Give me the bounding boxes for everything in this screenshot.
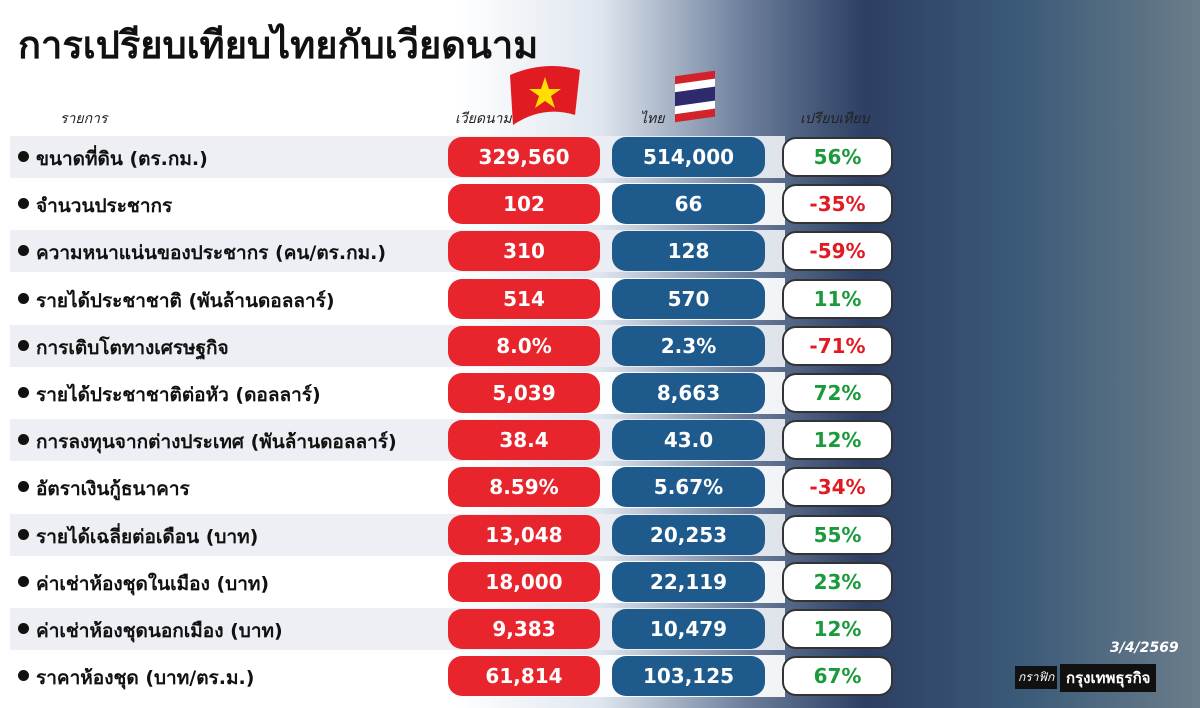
row-label: ราคาห้องชุด (บาท/ตร.ม.) [36, 667, 255, 690]
row-label: รายได้เฉลี่ยต่อเดือน (บาท) [36, 525, 259, 548]
compare-value: 55% [782, 514, 893, 555]
compare-value: 12% [782, 420, 893, 461]
thai-value: 8,663 [612, 373, 765, 413]
vietnam-value: 102 [448, 184, 600, 225]
compare-value: -34% [782, 467, 893, 508]
col-header: เปรียบเทียบ [800, 111, 870, 127]
thai-value: 20,253 [612, 514, 765, 555]
bullet [18, 623, 29, 634]
compare-value: -59% [782, 231, 893, 272]
compare-value: 67% [782, 656, 893, 697]
thai-value: 128 [612, 231, 765, 272]
vietnam-value: 18,000 [448, 561, 600, 602]
row-label: การเติบโตทางเศรษฐกิจ [36, 336, 229, 359]
vietnam-value: 38.4 [448, 420, 600, 461]
vietnam-value: 8.59% [448, 467, 600, 508]
thai-value: 43.0 [612, 420, 765, 461]
bullet [18, 434, 29, 446]
thai-value: 103,125 [612, 656, 765, 697]
bullet [18, 198, 29, 210]
row-label: จำนวนประชากร [36, 195, 173, 218]
compare-value: -35% [782, 184, 893, 225]
row-label: ค่าเช่าห้องชุดนอกเมือง (บาท) [36, 620, 283, 642]
compare-value: 23% [782, 561, 893, 602]
vietnam-value: 8.0% [448, 325, 600, 366]
bullet [18, 151, 29, 162]
bullet [18, 292, 29, 304]
bullet [18, 481, 29, 493]
col-header: ไทย [640, 111, 665, 127]
vietnam-value: 9,383 [448, 609, 600, 649]
bullet [18, 387, 29, 398]
row-label: รายได้ประชาชาติต่อหัว (ดอลลาร์) [36, 384, 321, 406]
row-label: ขนาดที่ดิน (ตร.กม.) [36, 148, 208, 170]
vietnam-value: 310 [448, 231, 600, 272]
bullet [18, 670, 29, 682]
bullet [18, 528, 29, 540]
thai-value: 2.3% [612, 325, 765, 366]
col-header: รายการ [60, 111, 108, 127]
row-label: ความหนาแน่นของประชากร (คน/ตร.กม.) [36, 242, 387, 265]
row-label: อัตราเงินกู้ธนาคาร [36, 478, 190, 501]
vietnam-value: 5,039 [448, 373, 600, 413]
vietnam-value: 61,814 [448, 656, 600, 697]
bullet [18, 245, 29, 257]
thai-value: 570 [612, 278, 765, 319]
title: การเปรียบเทียบไทยกับเวียดนาม [18, 23, 539, 67]
thai-value: 5.67% [612, 467, 765, 508]
thai-value: 66 [612, 184, 765, 225]
thai-value: 514,000 [612, 137, 765, 177]
thai-value: 22,119 [612, 561, 765, 602]
compare-value: 56% [782, 137, 893, 177]
col-header: เวียดนาม [455, 111, 512, 127]
compare-value: 11% [782, 278, 893, 319]
compare-value: 12% [782, 609, 893, 649]
thai-value: 10,479 [612, 609, 765, 649]
compare-value: -71% [782, 325, 893, 366]
row-label: การลงทุนจากต่างประเทศ (พันล้านดอลลาร์) [36, 431, 397, 454]
vietnam-flag [510, 66, 580, 125]
row-label: ค่าเช่าห้องชุดในเมือง (บาท) [36, 572, 270, 595]
compare-value: 72% [782, 373, 893, 413]
vietnam-value: 514 [448, 278, 600, 319]
credit: กรุงเทพธุรกิจ [1060, 664, 1157, 692]
vietnam-value: 329,560 [448, 137, 600, 177]
vietnam-value: 13,048 [448, 514, 600, 555]
row-label: รายได้ประชาชาติ (พันล้านดอลลาร์) [36, 289, 335, 312]
credit-label: กราฟิก [1015, 666, 1058, 689]
bullet [18, 339, 29, 351]
thai-flag [675, 70, 715, 123]
date: 3/4/2569 [1110, 640, 1179, 656]
bullet [18, 575, 29, 587]
